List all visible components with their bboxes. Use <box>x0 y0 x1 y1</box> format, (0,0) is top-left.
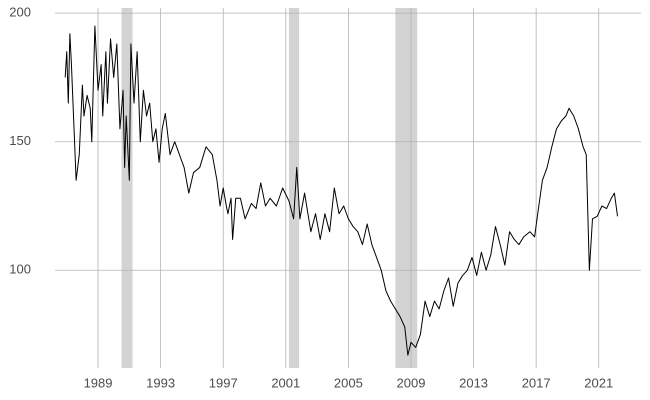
recession-band <box>121 8 133 368</box>
y-tick-label: 100 <box>9 262 31 277</box>
x-tick-label: 2005 <box>334 375 363 390</box>
x-tick-label: 1993 <box>146 375 175 390</box>
y-tick-label: 200 <box>9 5 31 20</box>
x-tick-label: 2017 <box>522 375 551 390</box>
x-tick-label: 1989 <box>84 375 113 390</box>
recession-band <box>395 8 418 368</box>
recession-band <box>288 8 300 368</box>
y-tick-label: 150 <box>9 133 31 148</box>
x-tick-label: 2021 <box>584 375 613 390</box>
x-tick-label: 2009 <box>397 375 426 390</box>
data-line <box>64 25 619 356</box>
x-tick-label: 1997 <box>209 375 238 390</box>
x-tick-label: 2013 <box>459 375 488 390</box>
x-tick-label: 2001 <box>271 375 300 390</box>
